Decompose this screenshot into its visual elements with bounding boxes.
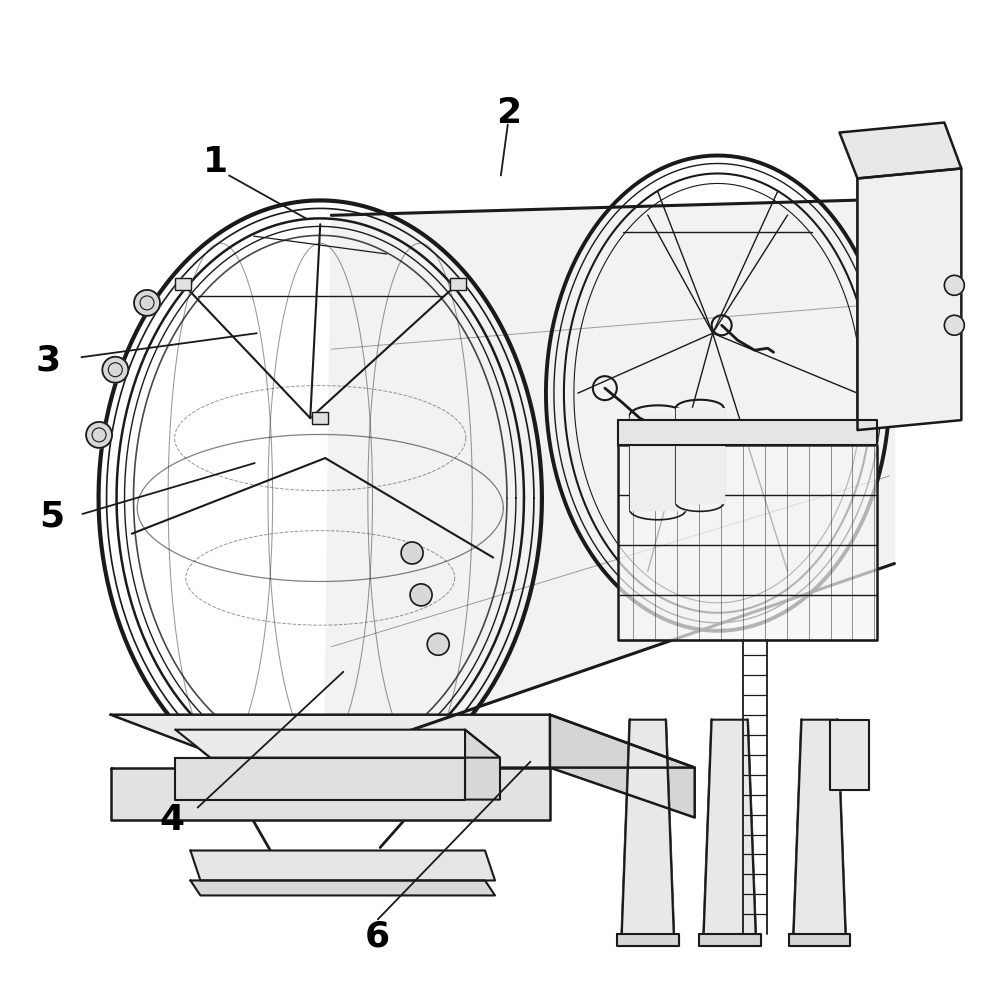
Polygon shape [617,934,678,946]
Text: 5: 5 [39,500,64,534]
Polygon shape [110,768,550,820]
Polygon shape [704,720,755,934]
Polygon shape [110,715,695,768]
Polygon shape [324,199,894,760]
Polygon shape [829,720,870,790]
Polygon shape [675,408,724,503]
Circle shape [134,290,160,316]
Bar [175,278,190,290]
Polygon shape [699,934,760,946]
Circle shape [410,584,432,606]
Polygon shape [465,730,500,800]
Polygon shape [794,720,846,934]
Polygon shape [839,123,961,178]
Polygon shape [190,880,495,895]
Circle shape [401,542,423,564]
Bar [313,412,328,424]
Polygon shape [630,415,685,510]
Circle shape [86,422,112,448]
Circle shape [945,315,964,335]
Circle shape [427,633,450,655]
Polygon shape [550,715,695,818]
Bar [175,278,190,290]
Text: 2: 2 [496,96,522,130]
Text: 1: 1 [203,145,228,179]
Bar [450,278,465,290]
Polygon shape [176,758,465,800]
Bar [450,278,465,290]
Circle shape [103,357,128,383]
Polygon shape [622,720,673,934]
Bar [313,412,328,424]
Polygon shape [190,851,495,880]
Text: 3: 3 [35,343,60,377]
Circle shape [945,275,964,295]
Polygon shape [858,168,961,430]
Polygon shape [618,420,878,445]
Polygon shape [176,730,500,758]
Text: 4: 4 [160,803,184,837]
Polygon shape [789,934,851,946]
Text: 6: 6 [365,919,390,953]
Polygon shape [618,445,878,640]
